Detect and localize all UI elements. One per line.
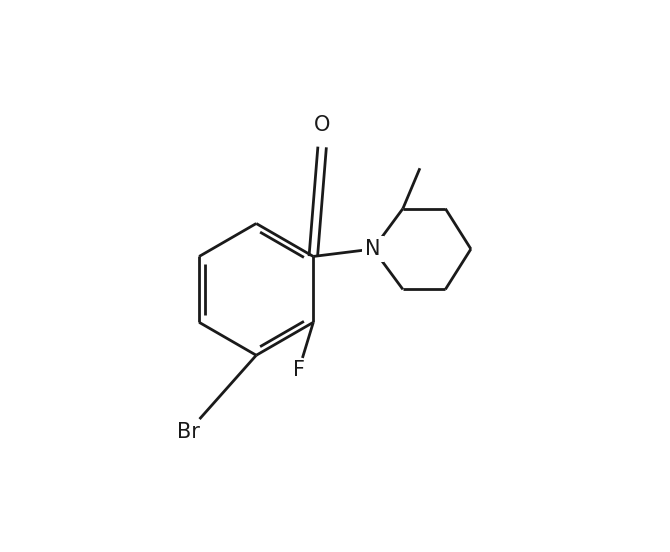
- Text: Br: Br: [177, 422, 200, 442]
- Text: F: F: [293, 360, 305, 380]
- Text: O: O: [314, 115, 330, 135]
- Text: N: N: [365, 239, 381, 259]
